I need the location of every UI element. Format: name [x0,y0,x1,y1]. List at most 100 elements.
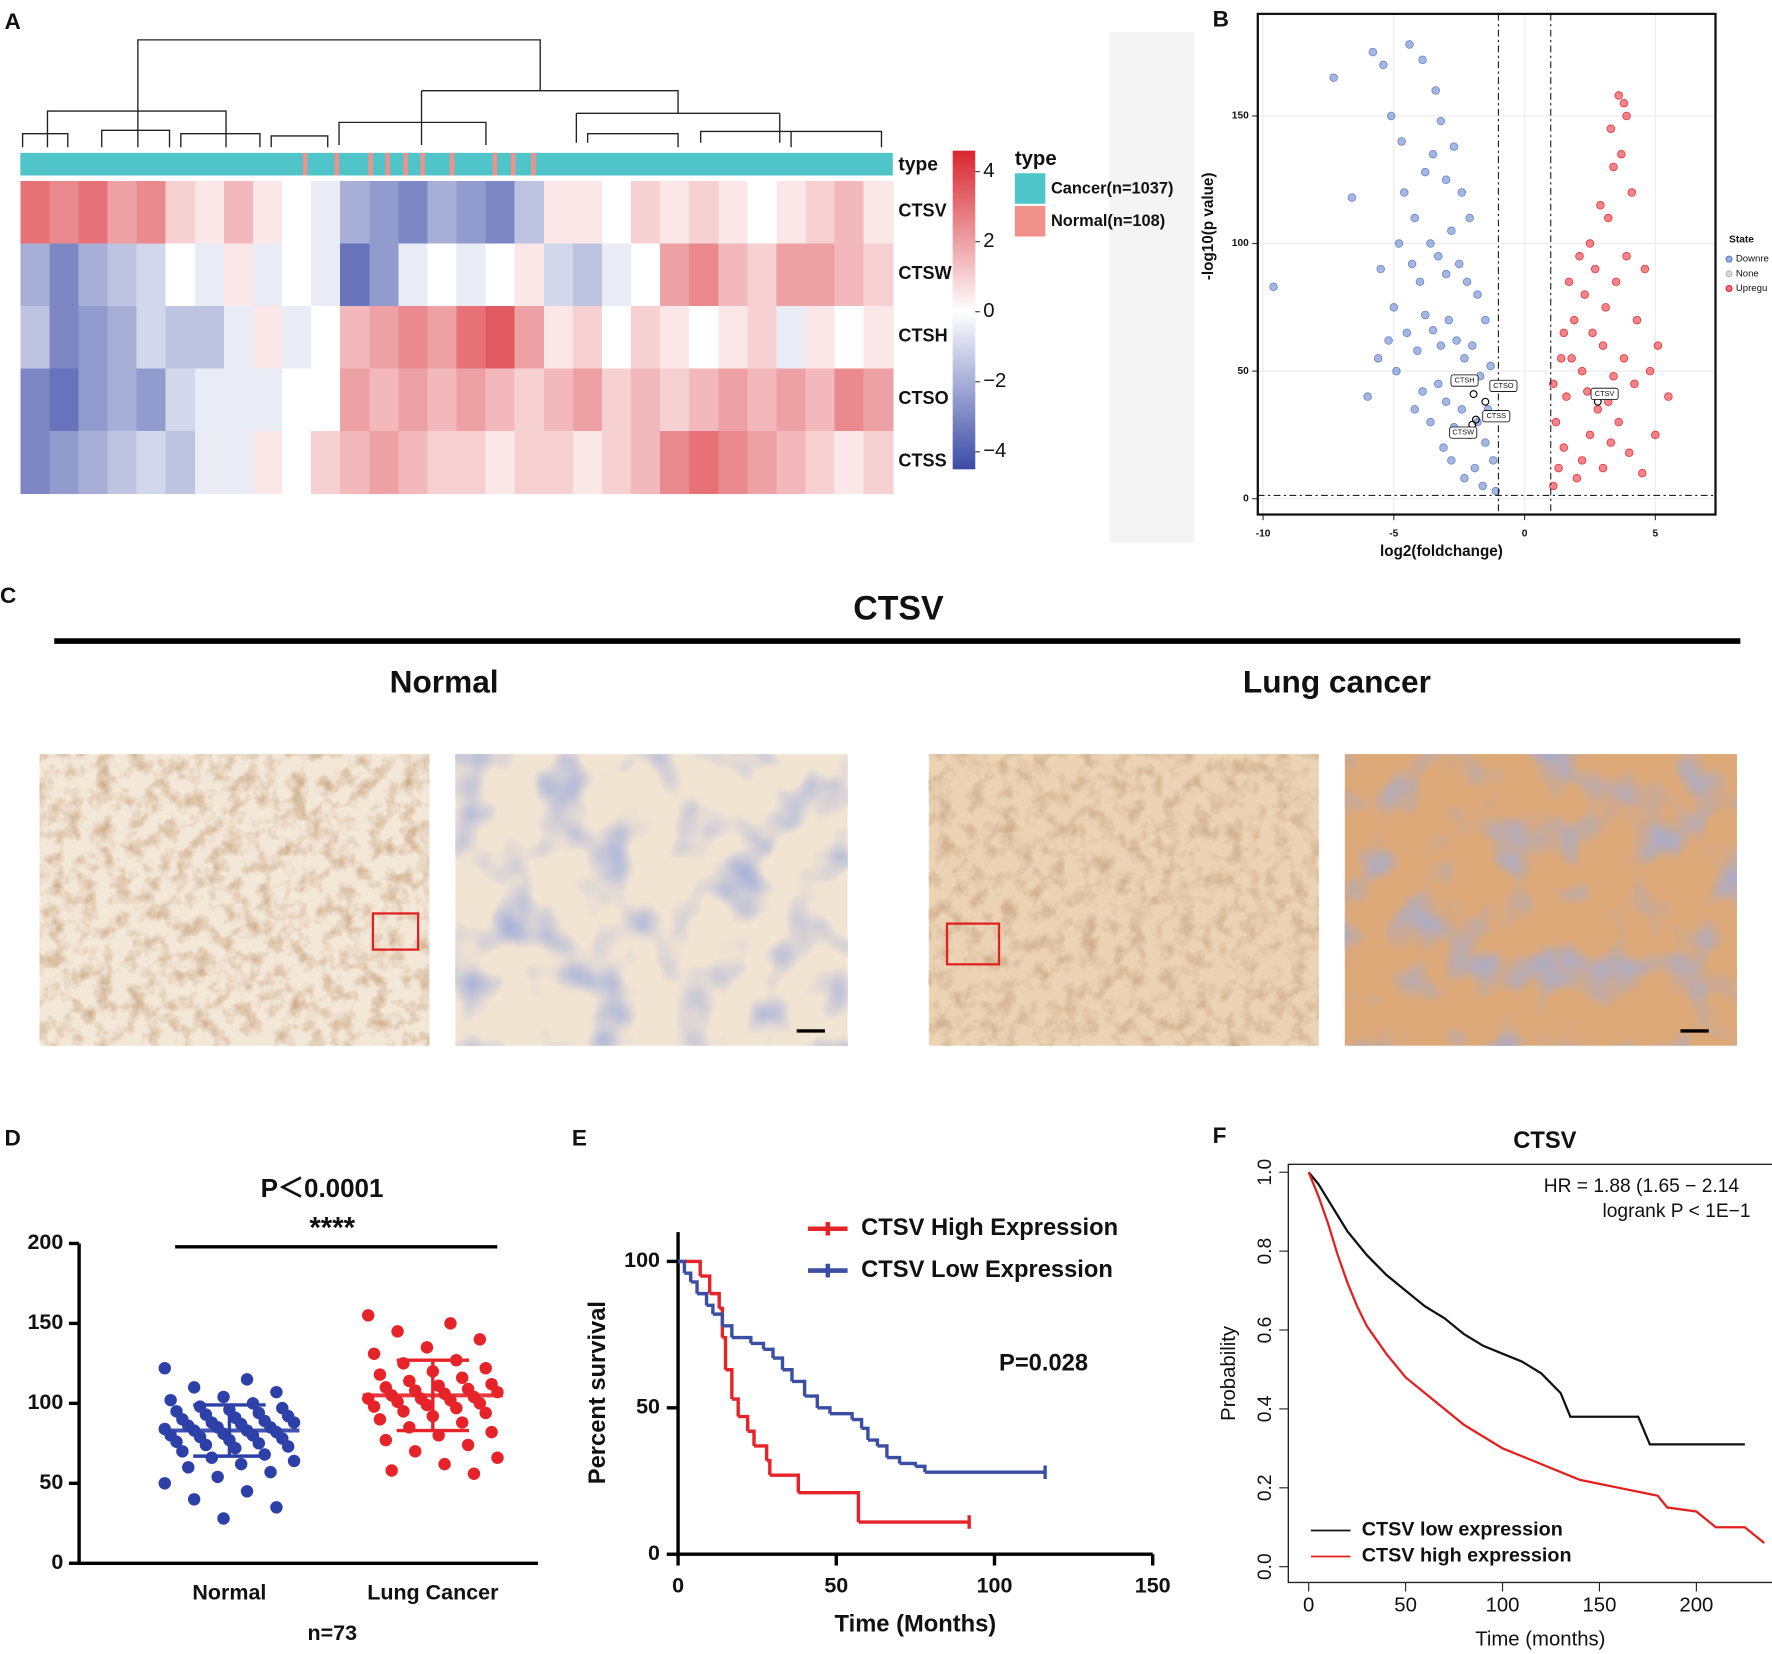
heat-cell [456,243,487,307]
point [1410,213,1419,223]
heat-cell [660,243,690,307]
heat-cell [369,181,400,244]
point [1347,193,1357,202]
survival-step [712,1312,725,1326]
y-axis-label: Probability [1218,1325,1240,1421]
heat-cell [776,181,807,244]
type-stripe [368,152,373,176]
survival-step [719,1306,725,1338]
heat-cell [194,306,225,369]
point [1462,277,1472,287]
heat-cell [311,431,341,494]
y-tick-label: 200 [27,1230,63,1254]
point [1645,366,1655,376]
dot [473,1333,487,1346]
point [1638,468,1647,478]
dot [485,1425,498,1439]
row-label: CTSS [898,450,946,470]
point [1606,124,1616,133]
group-title: Normal [390,663,499,699]
heat-cell [107,368,138,432]
point [1376,264,1385,274]
colorbar-label: 0 [983,300,994,322]
point [1441,175,1451,184]
colorbar-label: 4 [983,160,994,182]
plot-bg [1257,13,1716,515]
heat-cell [340,306,370,369]
y-axis-label: -log10(p value) [1200,173,1217,281]
heat-cell [747,243,778,307]
y-tick-label: 100 [624,1248,660,1272]
dot [187,1381,201,1394]
point [1559,443,1569,452]
point [1577,366,1587,376]
heat-cell [456,431,487,494]
point [1604,213,1613,223]
heat-cell [863,431,894,494]
group-title: Lung cancer [1243,663,1431,699]
dot [367,1400,381,1413]
point [1481,438,1490,447]
point [1609,371,1618,381]
sd-bar [193,1403,266,1458]
heat-cell [165,306,196,369]
survival-step [754,1444,769,1461]
gene-label: CTSO [1493,381,1514,390]
point [1394,239,1404,248]
legend-label: Cancer(n=1037) [1051,179,1173,197]
x-tick-label: 100 [1486,1595,1520,1617]
dot [397,1405,410,1418]
heat-cell [689,306,719,369]
survival-step [722,1335,728,1370]
point [1379,60,1388,70]
point [1593,405,1603,414]
x-tick-label: 200 [1679,1595,1713,1617]
legend-label: Upregu [1736,283,1767,294]
heat-cell [660,306,690,369]
survival-step [899,1461,918,1467]
heat-cell [311,181,341,244]
point [1651,430,1660,440]
heat-cell [514,181,545,244]
type-stripe [510,152,516,176]
heat-cell [631,368,661,432]
panel-label: A [5,9,21,34]
heat-cell [427,431,458,494]
dot [187,1493,201,1506]
heat-cell [398,368,429,432]
heat-cell [165,368,196,432]
heat-cell [107,181,138,244]
gene-label-box [1590,387,1619,400]
gene-label: CTSV [1595,389,1615,398]
heat-cell [49,368,80,432]
survival-step [741,1335,753,1344]
point [1384,336,1393,345]
point [1457,405,1467,414]
point [1572,474,1582,483]
heat-cell [805,431,836,494]
survival-step [915,1464,927,1473]
gene-label-box [1450,374,1479,387]
point [1570,315,1579,325]
x-axis-label: Time (Months) [835,1612,997,1638]
heat-cell [194,243,225,307]
n-label: n=73 [307,1621,357,1645]
heat-cell [514,368,545,432]
heat-cell [863,368,894,432]
heat-cell [78,431,109,494]
heat-cell [456,181,487,244]
point [1389,303,1399,312]
gene-point [1481,397,1490,406]
heat-cell [514,431,545,494]
dot [170,1435,183,1448]
heat-cell [485,181,516,244]
legend-marker [1725,255,1733,263]
dot [385,1464,398,1477]
x-tick-label: Lung Cancer [367,1580,499,1604]
dot [479,1361,492,1375]
dot [455,1371,469,1384]
survival-step [817,1406,832,1414]
heat-cell [631,243,661,307]
survival-step [782,1368,794,1382]
